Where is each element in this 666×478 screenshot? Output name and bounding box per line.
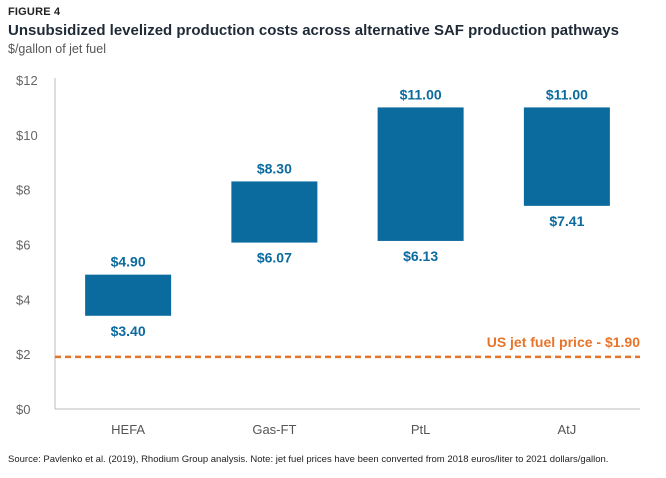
- x-tick-label: Gas-FT: [252, 422, 296, 437]
- high-value-label: $11.00: [400, 86, 442, 102]
- y-tick-label: $6: [16, 238, 30, 253]
- y-tick-label: $12: [16, 73, 38, 88]
- chart-subtitle: $/gallon of jet fuel: [8, 42, 106, 56]
- y-tick-label: $4: [16, 292, 30, 307]
- x-tick-label: AtJ: [557, 422, 576, 437]
- y-tick-label: $2: [16, 347, 30, 362]
- x-tick-label: PtL: [411, 422, 431, 437]
- figure-label: FIGURE 4: [8, 6, 61, 18]
- low-value-label: $6.13: [403, 248, 438, 264]
- chart-area: $0 $2 $4 $6 $8 $10 $12 $4.90 $3.40 HEFA $8.30 $6.07…: [16, 73, 640, 437]
- low-value-label: $7.41: [549, 213, 584, 229]
- chart-title: Unsubsidized levelized production costs …: [8, 22, 619, 39]
- high-value-label: $8.30: [257, 160, 292, 176]
- y-tick-label: $0: [16, 402, 30, 417]
- reference-line-label: US jet fuel price - $1.90: [487, 334, 640, 350]
- low-value-label: $6.07: [257, 250, 292, 266]
- source-note: Source: Pavlenko et al. (2019), Rhodium …: [8, 454, 609, 465]
- high-value-label: $11.00: [546, 86, 588, 102]
- bar-hefa: [85, 274, 172, 316]
- y-tick-label: $8: [16, 183, 30, 198]
- y-tick-label: $10: [16, 128, 38, 143]
- bar-atj: [523, 107, 610, 206]
- bar-ptl: [377, 107, 464, 241]
- high-value-label: $4.90: [111, 254, 146, 270]
- x-tick-label: HEFA: [111, 422, 145, 437]
- low-value-label: $3.40: [111, 323, 146, 339]
- bar-gas-ft: [231, 181, 318, 243]
